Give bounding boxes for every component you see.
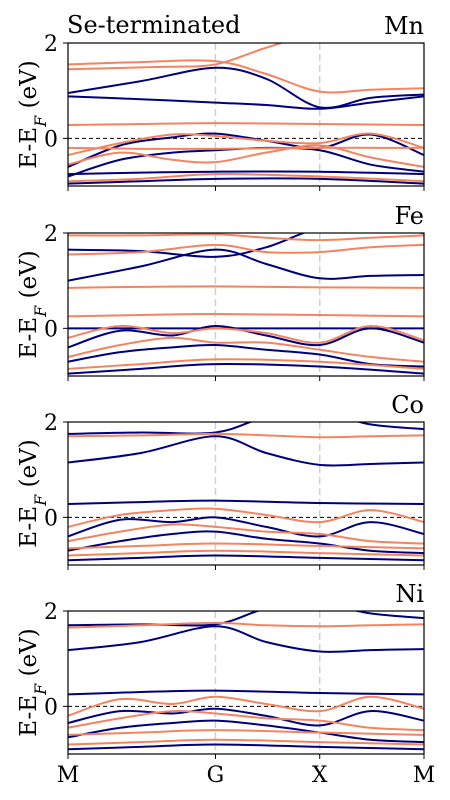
y-axis-label: E-EF (eV) — [16, 250, 50, 358]
band-down-9 — [68, 132, 424, 156]
band-up-4 — [68, 530, 424, 555]
y-axis-label: E-EF (eV) — [16, 439, 50, 547]
band-down-7 — [68, 695, 424, 717]
band-down-11 — [68, 146, 424, 150]
band-up-1 — [68, 248, 424, 282]
band-up-3 — [68, 707, 424, 727]
band-down-7 — [68, 43, 424, 71]
plot-frame — [67, 421, 425, 566]
band-down-10 — [68, 738, 424, 746]
panel-title: Ni — [395, 580, 424, 608]
x-tick-label: M — [57, 763, 80, 788]
band-lines — [68, 611, 424, 751]
band-down-7 — [68, 507, 424, 528]
band-panel-mn: 0 2 Mn E-EF (eV) — [16, 12, 425, 191]
band-down-6 — [68, 621, 424, 629]
x-tick-label: G — [207, 763, 225, 788]
y-axis-label: E-EF (eV) — [16, 60, 50, 168]
band-up-5 — [68, 177, 424, 185]
band-up-1 — [68, 625, 424, 653]
band-down-9 — [68, 729, 424, 736]
band-down-10 — [68, 549, 424, 557]
band-down-9 — [68, 542, 424, 550]
y-tick-label: 2 — [44, 222, 58, 247]
band-down-6 — [68, 233, 424, 242]
band-lines — [68, 422, 424, 562]
band-down-12 — [68, 358, 424, 370]
band-up-5 — [68, 554, 424, 562]
band-up-4 — [68, 343, 424, 368]
band-down-8 — [68, 523, 424, 545]
figure-corner-title: Se-terminated — [67, 11, 240, 39]
band-panel-co: 0 2 Co E-EF (eV) — [16, 391, 425, 570]
band-up-0 — [68, 611, 424, 627]
band-up-2 — [68, 689, 424, 696]
y-axis-label: E-EF (eV) — [16, 628, 50, 736]
plot-frame — [67, 232, 425, 377]
band-down-7 — [68, 243, 424, 256]
band-down-6 — [68, 59, 424, 94]
band-up-2 — [68, 499, 424, 505]
band-up-5 — [68, 743, 424, 751]
plot-frame — [67, 610, 425, 755]
band-up-1 — [68, 95, 424, 110]
band-up-1 — [68, 435, 424, 467]
band-down-8 — [68, 285, 424, 289]
band-up-2 — [68, 132, 424, 168]
plot-frame — [67, 42, 425, 187]
band-down-10 — [68, 144, 424, 168]
band-up-5 — [68, 363, 424, 375]
band-down-6 — [68, 432, 424, 439]
band-up-4 — [68, 170, 424, 176]
band-down-11 — [68, 336, 424, 363]
y-tick-label: 0 — [44, 317, 58, 342]
band-up-0 — [68, 66, 424, 109]
band-down-8 — [68, 709, 424, 732]
y-tick-label: 0 — [44, 695, 58, 720]
band-panel-ni: 0 2 M G X M Ni E-EF (eV) — [16, 580, 435, 788]
y-tick-label: 0 — [44, 506, 58, 531]
band-down-9 — [68, 313, 424, 318]
panel-title: Co — [391, 391, 424, 419]
band-up-4 — [68, 719, 424, 744]
panel-title: Fe — [394, 202, 424, 230]
x-tick-label: X — [312, 763, 328, 788]
band-down-8 — [68, 122, 424, 126]
band-up-3 — [68, 516, 424, 538]
y-tick-label: 2 — [44, 411, 58, 436]
y-tick-label: 2 — [44, 600, 58, 625]
y-tick-label: 2 — [44, 32, 58, 57]
panel-title: Mn — [384, 12, 424, 40]
band-lines — [68, 43, 424, 185]
band-down-10 — [68, 324, 424, 344]
y-tick-label: 0 — [44, 127, 58, 152]
x-tick-label: M — [413, 763, 436, 788]
band-up-0 — [68, 422, 424, 435]
band-panel-fe: 0 2 Fe E-EF (eV) — [16, 202, 425, 381]
band-down-12 — [68, 173, 424, 183]
band-lines — [68, 233, 424, 375]
